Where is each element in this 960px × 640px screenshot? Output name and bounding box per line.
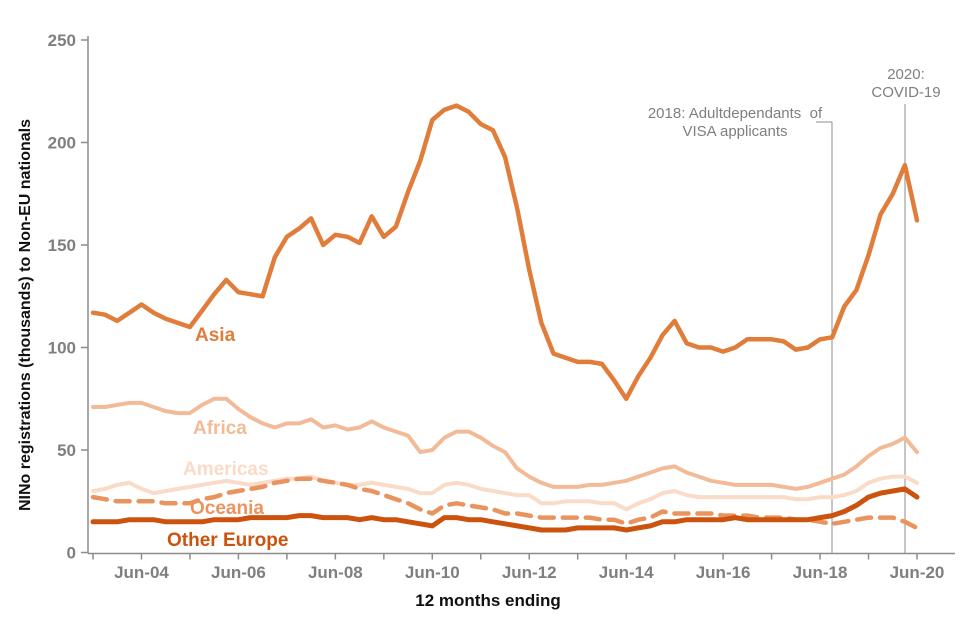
annotation-2020-text-line1: 2020: bbox=[887, 66, 925, 83]
y-axis-ticks bbox=[81, 39, 88, 554]
y-axis-title: NINo registrations (thousands) to Non-EU… bbox=[17, 119, 34, 511]
x-axis-ticks bbox=[92, 553, 918, 560]
series-other-europe-line bbox=[90, 486, 920, 533]
x-tick-label-Jun-20: Jun-20 bbox=[890, 563, 945, 582]
x-tick-label-Jun-04: Jun-04 bbox=[114, 563, 169, 582]
annotation-2018: 2018: Adultdependants of VISA applicants bbox=[648, 105, 833, 553]
x-tick-label-Jun-10: Jun-10 bbox=[405, 563, 460, 582]
series-asia-line bbox=[90, 103, 920, 402]
y-tick-label-100: 100 bbox=[48, 339, 76, 358]
y-tick-label-250: 250 bbox=[48, 31, 76, 50]
label-africa: Africa bbox=[193, 418, 247, 439]
annotation-2018-text-line2: VISA applicants bbox=[682, 123, 787, 140]
x-tick-label-Jun-14: Jun-14 bbox=[599, 563, 654, 582]
x-tick-label-Jun-12: Jun-12 bbox=[502, 563, 557, 582]
y-tick-label-50: 50 bbox=[57, 441, 76, 460]
x-tick-label-Jun-16: Jun-16 bbox=[696, 563, 751, 582]
label-americas: Americas bbox=[183, 459, 269, 480]
x-tick-label-Jun-06: Jun-06 bbox=[211, 563, 266, 582]
x-axis-title: 12 months ending bbox=[415, 591, 560, 610]
series-americas-line bbox=[91, 474, 919, 512]
x-tick-label-Jun-18: Jun-18 bbox=[793, 563, 848, 582]
annotation-2018-text-line1: 2018: Adultdependants of bbox=[648, 105, 823, 122]
label-asia: Asia bbox=[195, 325, 236, 346]
label-other-europe: Other Europe bbox=[167, 530, 288, 551]
y-axis-tick-labels: 0 50 100 150 200 250 bbox=[48, 31, 76, 563]
x-axis-tick-labels: Jun-04 Jun-06 Jun-08 Jun-10 Jun-12 Jun-14 Jun-… bbox=[114, 563, 944, 582]
annotation-2020-text-line2: COVID-19 bbox=[871, 84, 940, 101]
series-africa-line bbox=[91, 396, 919, 491]
label-oceania: Oceania bbox=[190, 498, 264, 519]
y-tick-label-0: 0 bbox=[67, 544, 76, 563]
y-tick-label-200: 200 bbox=[48, 134, 76, 153]
y-tick-label-150: 150 bbox=[48, 236, 76, 255]
x-tick-label-Jun-08: Jun-08 bbox=[308, 563, 363, 582]
